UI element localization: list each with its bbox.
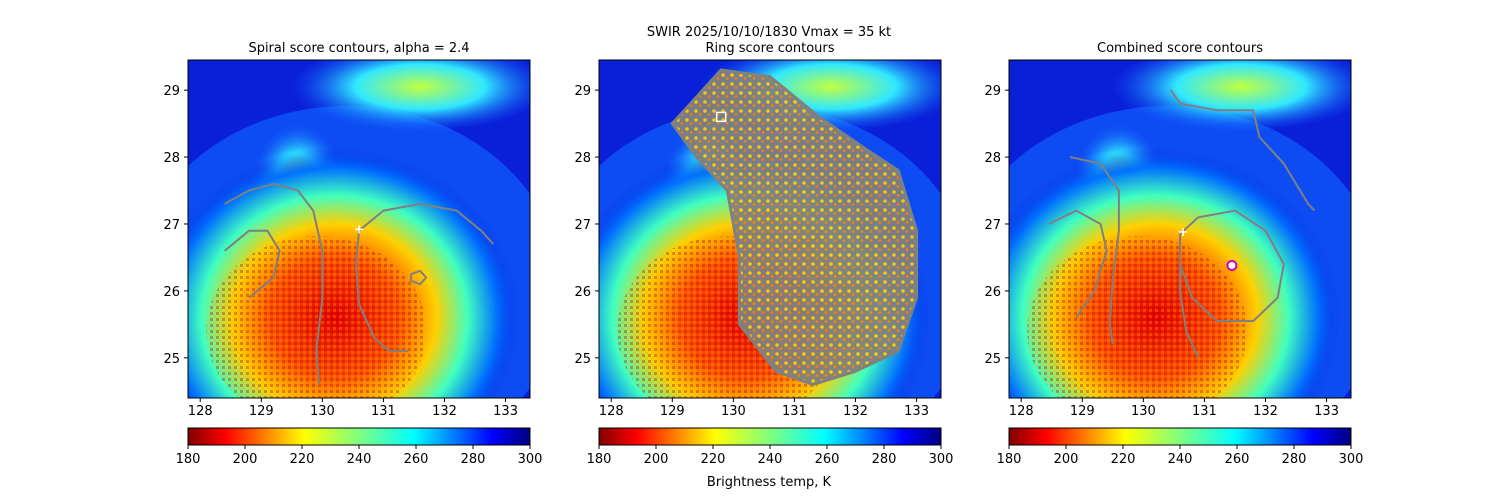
ring-center-marker (1226, 259, 1238, 271)
colorbar-tick-label: 260 (1225, 452, 1250, 467)
y-tick-label: 25 (574, 352, 591, 367)
colorbar-tick-label: 280 (872, 452, 897, 467)
contour-line (1179, 234, 1200, 359)
x-tick-label: 128 (599, 404, 624, 419)
satellite-image (188, 60, 530, 398)
panels: Spiral score contours, alpha = 2.4 128 129… (163, 41, 1364, 467)
y-tick-label: 28 (984, 151, 1001, 166)
colorbar (598, 427, 942, 446)
colorbar-tick-label: 220 (1111, 452, 1136, 467)
axes-frame (1008, 59, 1352, 399)
colorbar-tick-label: 240 (347, 452, 372, 467)
x-tick-label: 130 (310, 404, 335, 419)
colorbar-label: Brightness temp, K (707, 475, 832, 490)
contour-line (1169, 89, 1316, 212)
center-plus-marker (355, 225, 363, 234)
x-tick-label: 132 (432, 404, 457, 419)
colorbar-tick-label: 280 (461, 452, 486, 467)
colorbar-tick-label: 200 (233, 452, 258, 467)
colorbar-tick-label: 300 (1339, 452, 1364, 467)
panel-3: Combined score contours 128 129 130 131 132 13… (984, 41, 1364, 467)
panel-1: Spiral score contours, alpha = 2.4 128 129… (163, 41, 543, 467)
ring-score-contour-region (672, 70, 917, 385)
storm-texture (1027, 236, 1248, 398)
panel-2: Ring score contours 128 129 130 131 132 133 25 2… (574, 41, 954, 467)
x-tick-label: 131 (1192, 404, 1217, 419)
y-tick-label: 29 (163, 84, 180, 99)
contour-line (409, 269, 428, 286)
x-tick-label: 129 (1070, 404, 1095, 419)
y-tick-label: 27 (984, 218, 1001, 233)
x-tick-label: 133 (493, 404, 518, 419)
contour-line (358, 202, 495, 245)
satellite-image (599, 60, 941, 398)
colorbar-tick-label: 200 (644, 452, 669, 467)
figure-suptitle: SWIR 2025/10/10/1830 Vmax = 35 kt (647, 25, 891, 40)
colorbar-tick-label: 220 (290, 452, 315, 467)
y-tick-label: 29 (984, 84, 1001, 99)
panel-title: Combined score contours (1097, 41, 1263, 56)
ring-score-contour-edge (670, 68, 919, 387)
colorbar-tick-label: 240 (1168, 452, 1193, 467)
x-tick-label: 133 (904, 404, 929, 419)
y-tick-label: 26 (984, 285, 1001, 300)
colorbar-tick-label: 180 (176, 452, 201, 467)
colorbar-tick-label: 300 (929, 452, 954, 467)
contour-line (224, 182, 324, 385)
y-tick-label: 26 (163, 285, 180, 300)
contour-line (223, 229, 281, 299)
colorbar-tick-label: 220 (701, 452, 726, 467)
x-tick-label: 130 (721, 404, 746, 419)
y-tick-label: 29 (574, 84, 591, 99)
contour-line (354, 230, 408, 353)
x-tick-label: 128 (1009, 404, 1034, 419)
x-tick-label: 129 (660, 404, 685, 419)
storm-texture (206, 236, 427, 398)
x-tick-label: 129 (249, 404, 274, 419)
panel-title: Spiral score contours, alpha = 2.4 (248, 41, 469, 56)
colorbar-tick-label: 200 (1054, 452, 1079, 467)
colorbar-tick-label: 180 (997, 452, 1022, 467)
axes-frame (598, 59, 942, 399)
y-tick-label: 28 (163, 151, 180, 166)
colorbar-tick-label: 180 (587, 452, 612, 467)
colorbar-tick-label: 260 (404, 452, 429, 467)
satellite-image (1009, 60, 1351, 398)
y-tick-label: 28 (574, 151, 591, 166)
y-tick-label: 27 (163, 218, 180, 233)
y-tick-label: 25 (984, 352, 1001, 367)
colorbar-tick-label: 260 (815, 452, 840, 467)
x-tick-label: 131 (371, 404, 396, 419)
colorbar (1008, 427, 1352, 446)
contour-line (1069, 156, 1120, 345)
y-tick-label: 27 (574, 218, 591, 233)
x-tick-label: 128 (188, 404, 213, 419)
colorbar-tick-label: 240 (758, 452, 783, 467)
x-tick-label: 131 (782, 404, 807, 419)
x-tick-label: 132 (1253, 404, 1278, 419)
x-tick-label: 133 (1314, 404, 1339, 419)
square-marker (715, 111, 727, 123)
center-plus-marker (1179, 228, 1188, 237)
cloud-band-north (290, 60, 530, 132)
y-tick-label: 26 (574, 285, 591, 300)
x-tick-label: 132 (843, 404, 868, 419)
y-tick-label: 25 (163, 352, 180, 367)
axes-frame (187, 59, 531, 399)
contour-line (1048, 209, 1108, 319)
panel-title: Ring score contours (705, 41, 834, 56)
colorbar-tick-label: 300 (518, 452, 543, 467)
colorbar-tick-label: 280 (1282, 452, 1307, 467)
contour-line (1179, 209, 1285, 322)
cloud-band-north (1111, 60, 1351, 132)
colorbar (187, 427, 531, 446)
x-tick-label: 130 (1131, 404, 1156, 419)
